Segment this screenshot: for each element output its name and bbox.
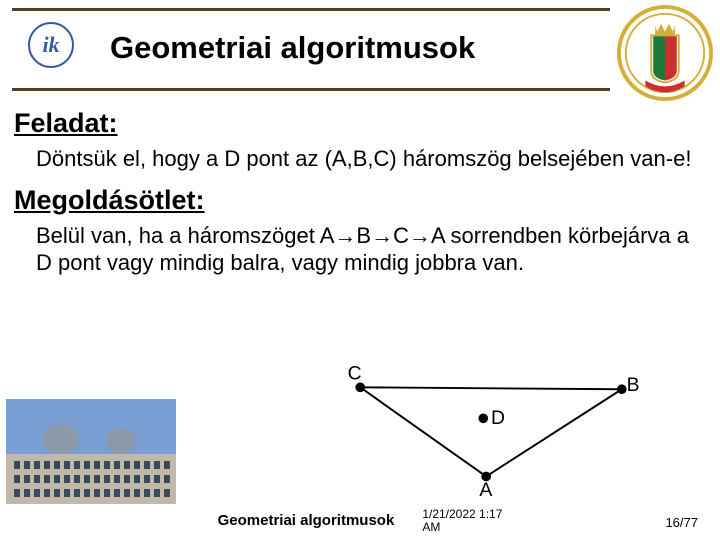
triangle-edges	[360, 387, 622, 476]
label-d: D	[491, 407, 505, 429]
label-c: C	[348, 363, 362, 385]
university-crest	[616, 4, 714, 102]
footer-date: 1/21/2022 1:17 AM	[422, 508, 502, 534]
task-body: Döntsük el, hogy a D pont az (A,B,C) hár…	[36, 145, 706, 173]
point-b	[617, 384, 627, 394]
solution-heading: Megoldásötlet:	[14, 185, 706, 216]
footer-date-line1: 1/21/2022 1:17	[422, 507, 502, 521]
label-a: A	[479, 479, 492, 498]
faculty-logo-text: ik	[42, 32, 59, 58]
footer: Geometriai algoritmusok 1/21/2022 1:17 A…	[0, 508, 720, 534]
slide-title: Geometriai algoritmusok	[110, 30, 475, 66]
task-heading: Feladat:	[14, 108, 706, 139]
footer-date-line2: AM	[422, 520, 440, 534]
building-photo	[6, 399, 176, 504]
header-rule-bottom	[12, 88, 610, 91]
footer-page-number: 16/77	[665, 515, 698, 530]
header-rule-top	[12, 8, 610, 11]
solution-body: Belül van, ha a háromszöget A→B→C→A sorr…	[36, 222, 706, 277]
point-d	[478, 413, 488, 423]
triangle-diagram: A B C D	[336, 358, 646, 498]
faculty-logo: ik	[28, 22, 74, 68]
label-b: B	[627, 374, 640, 396]
footer-title: Geometriai algoritmusok	[218, 512, 395, 529]
content-area: Feladat: Döntsük el, hogy a D pont az (A…	[14, 108, 706, 289]
